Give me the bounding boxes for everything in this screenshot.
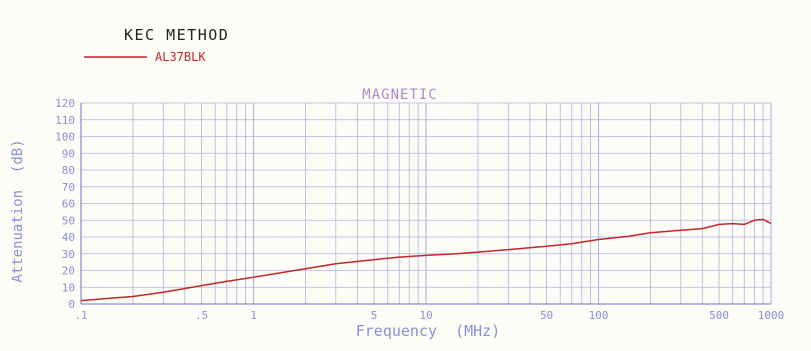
y-tick-label: 60 xyxy=(62,198,75,211)
grid xyxy=(80,102,772,305)
y-tick-label: 50 xyxy=(62,214,75,227)
y-tick-label: 0 xyxy=(68,298,75,311)
method-title: KEC METHOD xyxy=(124,26,229,44)
y-tick-label: 100 xyxy=(55,131,75,144)
x-tick-label: 500 xyxy=(709,309,729,322)
y-tick-label: 90 xyxy=(62,147,75,160)
y-tick-label: 80 xyxy=(62,164,75,177)
axes xyxy=(80,103,771,305)
series-line xyxy=(80,218,772,302)
x-tick-label: 5 xyxy=(371,309,378,322)
y-tick-label: 120 xyxy=(55,97,75,110)
x-tick-label: 10 xyxy=(419,309,432,322)
legend-label: AL37BLK xyxy=(155,50,206,64)
tick-labels: 0 10 20 30 40 50 60 70 80 90 100 110 120 .1 .5 1 5 10 50 10… xyxy=(55,97,784,322)
y-tick-label: 40 xyxy=(62,231,75,244)
y-tick-label: 70 xyxy=(62,181,75,194)
y-tick-label: 110 xyxy=(55,114,75,127)
y-tick-label: 10 xyxy=(62,281,75,294)
y-tick-label: 30 xyxy=(62,248,75,261)
y-axis-label: Attenuation (dB) xyxy=(10,139,26,282)
x-tick-label: .1 xyxy=(74,309,87,322)
x-tick-label: 50 xyxy=(540,309,553,322)
x-tick-label: 100 xyxy=(589,309,609,322)
x-tick-label: 1000 xyxy=(758,309,785,322)
chart-title: MAGNETIC xyxy=(362,87,437,103)
series-group xyxy=(80,218,772,302)
x-tick-label: .5 xyxy=(195,309,208,322)
x-axis-label: Frequency (MHz) xyxy=(356,322,501,340)
y-tick-label: 20 xyxy=(62,265,75,278)
x-tick-label: 1 xyxy=(250,309,257,322)
